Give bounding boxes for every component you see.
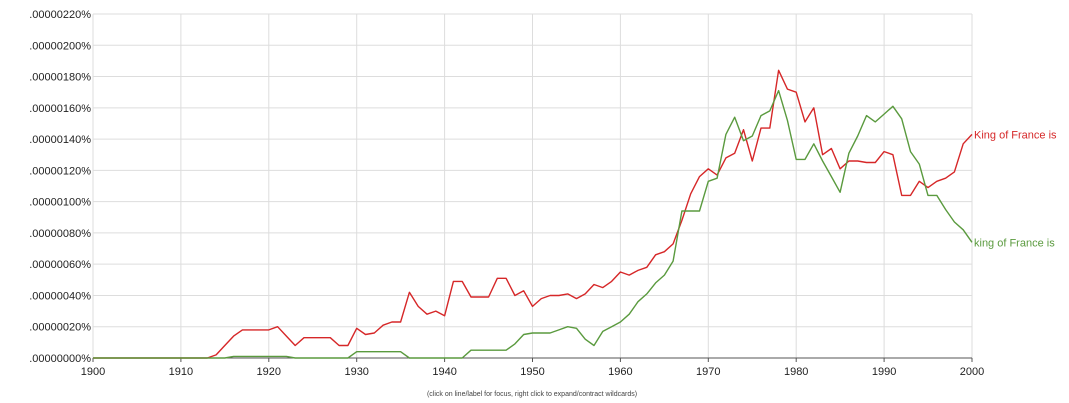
grid-lines xyxy=(92,13,973,359)
x-tick-label: 2000 xyxy=(960,366,984,378)
y-tick-label: .00000120% xyxy=(29,165,91,177)
y-tick-label: .00000200% xyxy=(29,40,91,52)
y-tick-label: .00000180% xyxy=(29,72,91,84)
x-axis-ticks: 1900 1910 1920 1930 1940 1950 1960 1970 1980 1990… xyxy=(81,358,984,378)
chart-footnote: (click on line/label for focus, right cl… xyxy=(427,391,637,398)
x-tick-label: 1950 xyxy=(520,366,544,378)
y-tick-label: .00000160% xyxy=(29,103,91,115)
y-tick-label: .00000100% xyxy=(29,197,91,209)
x-tick-label: 1920 xyxy=(257,366,281,378)
y-tick-label: .00000220% xyxy=(29,9,91,21)
y-tick-label: .00000000% xyxy=(29,353,91,365)
y-tick-label: .00000060% xyxy=(29,259,91,271)
y-tick-label: .00000080% xyxy=(29,228,91,240)
series-lines[interactable] xyxy=(93,69,973,359)
series-label-1[interactable]: king of France is xyxy=(974,237,1055,249)
y-tick-label: .00000020% xyxy=(29,322,91,334)
x-tick-label: 1930 xyxy=(344,366,368,378)
series-line-1[interactable] xyxy=(93,89,973,359)
x-tick-label: 1970 xyxy=(696,366,720,378)
series-labels[interactable]: King of France is king of France is xyxy=(974,129,1057,249)
x-tick-label: 1980 xyxy=(784,366,808,378)
y-tick-label: .00000040% xyxy=(29,290,91,302)
x-tick-label: 1960 xyxy=(608,366,632,378)
x-tick-label: 1910 xyxy=(169,366,193,378)
x-tick-label: 1990 xyxy=(872,366,896,378)
series-line-0[interactable] xyxy=(93,69,973,359)
x-tick-label: 1940 xyxy=(432,366,456,378)
x-tick-label: 1900 xyxy=(81,366,105,378)
y-tick-label: .00000140% xyxy=(29,134,91,146)
y-axis-ticks: .00000000% .00000020% .00000040% .00000060%… xyxy=(29,9,91,365)
series-label-0[interactable]: King of France is xyxy=(974,129,1057,141)
